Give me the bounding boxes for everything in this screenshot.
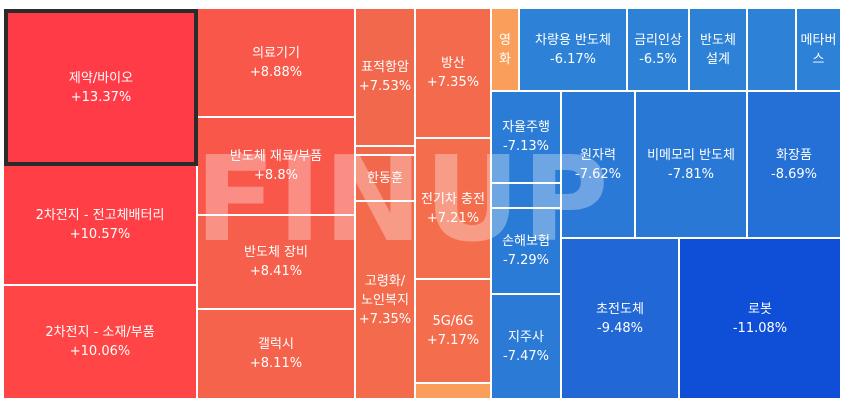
tile-change: -11.08% [732, 320, 788, 336]
tile-metaverse[interactable]: 메타버스 [797, 9, 842, 92]
tile-name: 원자력 [580, 147, 616, 163]
tile-aging-welfare[interactable]: 고령화/노인복지 +7.35% [356, 202, 416, 400]
tile-cosmetics[interactable]: 화장품 -8.69% [748, 92, 842, 239]
tile-change: +7.21% [426, 210, 480, 226]
tile-ev-charging[interactable]: 전기차 충전 +7.21% [416, 139, 492, 280]
tile-name: 반도체 장비 [244, 245, 308, 260]
tile-autonomous[interactable]: 자율주행 -7.13% [492, 92, 562, 184]
tile-movie[interactable]: 영화 [492, 9, 520, 92]
tile-semi-design[interactable]: 반도체 설계 [690, 9, 748, 92]
tile-unlabeled[interactable] [748, 9, 797, 92]
tile-insurance[interactable]: 손해보험 -7.29% [492, 209, 562, 295]
tile-name: 메타버스 [800, 32, 837, 67]
tile-galaxy[interactable]: 갤럭시 +8.11% [198, 310, 356, 400]
tile-change: -9.48% [597, 320, 643, 336]
tile-name: 표적항암 [361, 60, 409, 75]
tile-name: 금리인상 [634, 32, 682, 48]
tile-name: 고령화/노인복지 [361, 273, 409, 308]
tile-name: 5G/6G [432, 314, 474, 329]
tile-2nd-battery-solid[interactable]: 2차전지 - 전고체배터리 +10.57% [4, 166, 198, 286]
tile-change: +7.35% [358, 311, 412, 327]
tile-medical-devices[interactable]: 의료기기 +8.88% [198, 9, 356, 118]
tile-small-blank-2[interactable] [416, 384, 492, 400]
tile-change: +8.11% [249, 356, 303, 371]
tile-name: 자율주행 [502, 120, 550, 135]
tile-change: +10.57% [69, 227, 131, 242]
tile-robot[interactable]: 로봇 -11.08% [680, 239, 842, 400]
tile-name: 의료기기 [252, 45, 300, 61]
tile-change: -7.47% [503, 348, 549, 364]
tile-name: 한동훈 [367, 170, 403, 186]
tile-change: -7.29% [503, 253, 549, 268]
tile-change: +7.35% [426, 75, 480, 90]
tile-name: 2차전지 - 전고체배터리 [35, 208, 165, 223]
tile-change: +8.8% [254, 168, 298, 183]
tile-change: +7.53% [358, 79, 412, 94]
tile-small-blue-1[interactable] [492, 184, 562, 209]
tile-5g-6g[interactable]: 5G/6G +7.17% [416, 280, 492, 384]
tile-change: +8.41% [249, 264, 303, 279]
tile-change: -7.13% [503, 139, 549, 154]
tile-name: 방산 [441, 56, 465, 71]
tile-change: +8.88% [249, 64, 303, 80]
tile-change: -6.5% [639, 51, 677, 67]
tile-name: 로봇 [748, 301, 772, 317]
tile-name: 전기차 충전 [421, 191, 485, 207]
tile-name: 영화 [499, 32, 511, 67]
tile-change: -6.17% [550, 51, 596, 67]
tile-defense[interactable]: 방산 +7.35% [416, 9, 492, 139]
tile-name: 손해보험 [502, 234, 550, 249]
tile-nuclear[interactable]: 원자력 -7.62% [562, 92, 636, 239]
tile-name: 지주사 [508, 329, 544, 345]
tile-change: -7.62% [575, 166, 621, 182]
tile-small-blank-1[interactable] [356, 147, 416, 156]
tile-name: 갤럭시 [258, 337, 294, 352]
tile-hanhoon[interactable]: 한동훈 [356, 156, 416, 202]
tile-semi-materials[interactable]: 반도체 재료/부품 +8.8% [198, 118, 356, 216]
tile-name: 초전도체 [596, 301, 644, 317]
tile-change: -8.69% [771, 166, 817, 182]
tile-name: 비메모리 반도체 [647, 147, 735, 163]
tile-name: 2차전지 - 소재/부품 [45, 325, 155, 340]
tile-name: 화장품 [776, 147, 812, 163]
tile-change: +7.17% [426, 333, 480, 348]
tile-change: +13.37% [70, 89, 132, 105]
tile-gold-silver[interactable]: 금리인상 -6.5% [628, 9, 690, 92]
tile-pharma-bio[interactable]: 제약/바이오 +13.37% [4, 9, 198, 166]
tile-name: 차량용 반도체 [535, 32, 611, 48]
tile-name: 반도체 설계 [700, 32, 736, 67]
tile-2nd-battery-material[interactable]: 2차전지 - 소재/부품 +10.06% [4, 286, 198, 400]
tile-targeted-cancer[interactable]: 표적항암 +7.53% [356, 9, 416, 147]
tile-semi-equipment[interactable]: 반도체 장비 +8.41% [198, 216, 356, 310]
tile-name: 제약/바이오 [68, 70, 134, 86]
tile-holding[interactable]: 지주사 -7.47% [492, 295, 562, 400]
tile-non-memory[interactable]: 비메모리 반도체 -7.81% [636, 92, 748, 239]
tile-change: +10.06% [69, 344, 131, 359]
tile-auto-semi[interactable]: 차량용 반도체 -6.17% [520, 9, 628, 92]
tile-superconductor[interactable]: 초전도체 -9.48% [562, 239, 680, 400]
tile-change: -7.81% [668, 166, 714, 182]
tile-name: 반도체 재료/부품 [229, 149, 323, 164]
